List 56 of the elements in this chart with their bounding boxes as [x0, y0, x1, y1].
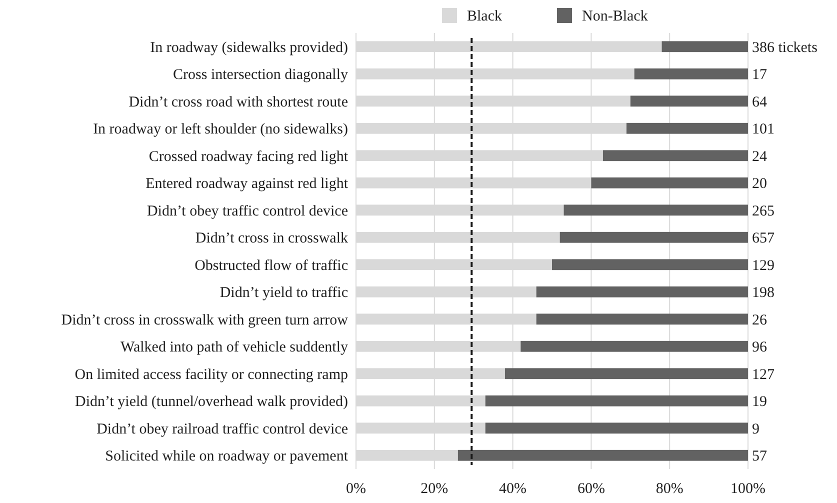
bar	[591, 177, 748, 188]
text: 96	[752, 340, 768, 356]
text: 19	[752, 394, 767, 410]
text: 17	[752, 67, 768, 84]
y-tick-label: Didn’t yield (tunnel/overhead walk provided)	[75, 394, 348, 410]
x-tick-label: 20%	[420, 481, 448, 497]
bar	[458, 450, 748, 461]
x-tick-label: 80%	[656, 481, 684, 497]
y-tick-label: Didn’t cross in crosswalk with green turn arrow	[61, 312, 348, 328]
legend-label: Non-Black	[582, 8, 648, 24]
text: 9	[752, 421, 760, 438]
y-tick-label: Didn’t obey railroad traffic control device	[96, 421, 348, 438]
text: 64	[752, 94, 768, 110]
bar	[634, 68, 748, 80]
bar	[564, 204, 748, 216]
y-tick-label: Didn’t yield to traffic	[220, 285, 348, 302]
bar	[485, 422, 748, 434]
text: 386 tickets	[752, 40, 818, 56]
text: 24	[752, 148, 768, 165]
x-tick-label: 0%	[346, 481, 366, 497]
y-tick-label: Walked into path of vehicle suddently	[120, 340, 348, 356]
bar	[602, 150, 748, 162]
bar	[626, 122, 748, 134]
y-tick-label: On limited access facility or connecting ramp	[74, 366, 348, 383]
x-tick-label: 100%	[730, 481, 766, 497]
bar	[536, 286, 748, 298]
bar	[552, 259, 748, 270]
text: 127	[752, 366, 775, 383]
y-tick-label: Didn’t cross road with shortest route	[128, 94, 348, 110]
y-tick-label: Entered roadway against red light	[146, 176, 349, 192]
y-tick-label: Crossed roadway facing red light	[148, 148, 349, 165]
bar	[630, 96, 748, 107]
bar	[520, 340, 748, 352]
text: 101	[752, 122, 774, 138]
y-tick-label: Didn’t cross in crosswalk	[195, 230, 348, 247]
x-tick-label: 40%	[499, 481, 527, 497]
text: 657	[752, 230, 775, 247]
y-tick-label: In roadway (sidewalks provided)	[150, 40, 348, 56]
text: 26	[752, 312, 768, 328]
text: 20	[752, 176, 767, 192]
bar	[485, 395, 748, 406]
text: 129	[752, 258, 774, 274]
y-tick-label: Solicited while on roadway or pavement	[105, 448, 349, 465]
x-tick-label: 60%	[577, 481, 605, 497]
text: 57	[752, 448, 768, 465]
y-tick-label: Obstructed flow of traffic	[194, 258, 348, 274]
y-tick-label: In roadway or left shoulder (no sidewalks)	[93, 122, 348, 138]
y-tick-label: Cross intersection diagonally	[173, 67, 348, 84]
bar	[662, 41, 748, 52]
bar	[504, 368, 748, 380]
bar	[536, 314, 748, 325]
bar	[560, 232, 748, 243]
legend-label: Black	[467, 8, 502, 24]
text: 265	[752, 203, 774, 220]
y-tick-label: Didn’t obey traffic control device	[146, 203, 348, 220]
text: 198	[752, 285, 774, 302]
